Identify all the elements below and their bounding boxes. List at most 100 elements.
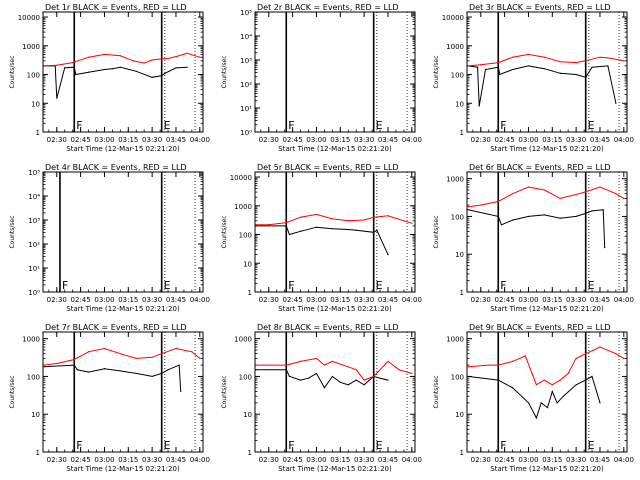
- data-point-lld: [363, 379, 365, 381]
- data-point-events: [562, 395, 565, 397]
- y-tick-label: 10: [455, 251, 464, 259]
- data-point-events: [151, 375, 153, 378]
- plot-frame: [42, 331, 204, 453]
- marker-label: F: [500, 279, 506, 292]
- data-point-events: [285, 369, 287, 371]
- y-tick-label: 100: [239, 373, 252, 381]
- x-tick-label: 02:45: [495, 296, 515, 304]
- x-tick-label: 04:00: [190, 456, 210, 464]
- x-tick-label: 03:15: [542, 296, 562, 304]
- data-point-events: [135, 70, 137, 72]
- series-events: [44, 364, 182, 392]
- data-point-lld: [167, 57, 169, 60]
- marker-label: E: [376, 439, 383, 452]
- data-point-events: [546, 406, 549, 409]
- panel-4: Det 4r BLACK = Events, RED = LLD Counts/s…: [9, 163, 210, 313]
- data-point-events: [285, 225, 287, 227]
- panel-title: Det 4r BLACK = Events, RED = LLD: [45, 163, 187, 172]
- data-point-lld: [524, 355, 526, 357]
- data-point-events: [288, 375, 291, 378]
- y-tick-label: 10000: [18, 14, 40, 22]
- y-tick-label: 10¹: [28, 265, 40, 273]
- data-point-lld: [599, 186, 601, 188]
- data-point-lld: [411, 222, 413, 224]
- y-tick-label: 10⁴: [28, 193, 40, 201]
- x-tick-label: 04:00: [190, 136, 210, 144]
- x-axis-label: Start Time (12-Mar-15 02:21:20): [66, 145, 180, 153]
- data-point-events: [559, 217, 561, 219]
- data-point-events: [75, 73, 77, 76]
- y-axis-label: Counts/sec: [9, 375, 16, 408]
- x-axis-label: Start Time (12-Mar-15 02:21:20): [490, 465, 604, 473]
- data-point-lld: [103, 53, 106, 56]
- panel-2: Det 2r BLACK = Events, RED = LLD Counts/s…: [221, 3, 422, 153]
- x-tick-label: 03:15: [330, 456, 350, 464]
- data-point-lld: [497, 200, 499, 203]
- x-tick-label: 03:00: [94, 136, 114, 144]
- marker-label: F: [62, 279, 68, 292]
- x-tick-label: 03:30: [566, 296, 586, 304]
- x-tick-label: 02:45: [495, 136, 515, 144]
- data-point-events: [511, 387, 514, 389]
- data-point-events: [575, 384, 577, 386]
- data-point-lld: [387, 215, 389, 217]
- data-point-events: [387, 254, 389, 256]
- x-tick-label: 03:00: [306, 136, 326, 144]
- data-point-events: [511, 68, 514, 71]
- x-tick-label: 02:45: [71, 456, 91, 464]
- x-tick-label: 03:30: [566, 456, 586, 464]
- x-tick-label: 03:45: [166, 456, 186, 464]
- marker-label: E: [588, 439, 595, 452]
- y-tick-label: 1: [460, 289, 464, 297]
- y-tick-label: 10³: [28, 217, 40, 225]
- x-tick-label: 03:00: [518, 136, 538, 144]
- data-point-lld: [347, 366, 349, 368]
- data-point-lld: [315, 357, 318, 360]
- data-point-events: [347, 228, 349, 231]
- data-point-lld: [135, 357, 137, 360]
- x-tick-label: 02:30: [471, 296, 491, 304]
- data-point-lld: [331, 360, 333, 363]
- data-point-events: [591, 375, 593, 378]
- data-point-lld: [551, 384, 553, 386]
- y-axis-label: Counts/sec: [221, 55, 228, 88]
- data-point-events: [135, 372, 137, 375]
- data-point-events: [103, 368, 106, 370]
- y-axis-label: Counts/sec: [9, 215, 16, 248]
- data-point-events: [476, 66, 479, 68]
- series-lld: [468, 186, 625, 208]
- x-tick-label: 03:15: [330, 296, 350, 304]
- data-point-lld: [285, 222, 287, 224]
- data-point-events: [76, 369, 79, 371]
- data-point-lld: [43, 364, 45, 366]
- data-point-lld: [255, 224, 257, 226]
- data-point-lld: [575, 357, 577, 360]
- data-point-lld: [585, 60, 587, 62]
- plot-frame: [466, 11, 628, 133]
- data-point-lld: [43, 65, 45, 67]
- data-point-lld: [347, 220, 349, 222]
- data-point-events: [331, 228, 333, 230]
- data-point-events: [347, 384, 349, 386]
- y-tick-label: 100: [451, 72, 464, 80]
- panel-8: Det 8r BLACK = Events, RED = LLD Counts/s…: [221, 323, 422, 473]
- x-tick-label: 03:15: [542, 456, 562, 464]
- x-tick-label: 03:30: [142, 456, 162, 464]
- data-point-events: [467, 209, 469, 211]
- data-point-events: [73, 364, 75, 366]
- data-point-lld: [299, 216, 302, 218]
- series-events: [467, 209, 606, 248]
- data-point-events: [376, 229, 378, 231]
- y-tick-label: 10: [31, 100, 40, 108]
- data-point-events: [585, 379, 587, 381]
- x-tick-label: 04:00: [402, 136, 422, 144]
- data-point-events: [585, 76, 587, 78]
- y-tick-label: 1000: [234, 203, 252, 211]
- data-point-lld: [132, 60, 134, 62]
- y-tick-label: 1000: [446, 43, 464, 51]
- data-point-lld: [373, 216, 375, 218]
- panel-7: Det 7r BLACK = Events, RED = LLD Counts/s…: [9, 323, 210, 473]
- x-tick-label: 02:45: [71, 296, 91, 304]
- data-point-lld: [467, 65, 469, 67]
- x-tick-label: 03:00: [306, 456, 326, 464]
